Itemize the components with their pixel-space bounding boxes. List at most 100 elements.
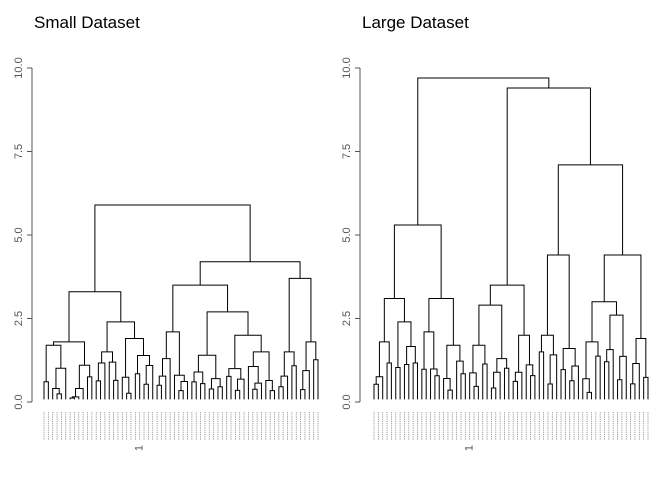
dendrogram-merge: [446, 344, 461, 379]
dendrogram-merge: [165, 331, 180, 376]
dendrogram-merge: [375, 376, 384, 400]
dendrogram-merge: [586, 391, 592, 400]
dendrogram-merge: [490, 387, 497, 400]
dendrogram-merge: [506, 87, 591, 286]
dendrogram-merge: [288, 277, 312, 352]
dendrogram-merge: [430, 368, 438, 400]
dendrogram-merge: [199, 261, 301, 286]
dendrogram-merge: [571, 365, 579, 400]
dendrogram-merge: [591, 301, 617, 342]
dendrogram-merge: [632, 362, 640, 400]
dendrogram-merge: [569, 380, 575, 400]
dendrogram-panel-large: Large Dataset 0.0 2.5 5.0 7.5 10.0 1: [341, 13, 649, 451]
dendrogram-merge: [518, 334, 530, 373]
y-tick-label: 0.0: [13, 394, 25, 409]
dendrogram-merge: [386, 362, 392, 400]
dendrogram-merge: [403, 364, 410, 400]
dendrogram-merge: [493, 371, 501, 400]
dendrogram-merge: [478, 304, 503, 359]
dendrogram-merge: [643, 376, 649, 400]
dendrogram-merge: [630, 383, 636, 400]
dendrogram-merge: [473, 385, 479, 400]
dendrogram-merge: [265, 379, 273, 400]
dendrogram-merge: [113, 379, 119, 400]
dendrogram-merge: [373, 383, 379, 400]
dendrogram-merge: [503, 367, 510, 400]
dendrogram-merge: [619, 355, 627, 400]
dendrogram-merge: [546, 254, 570, 349]
dendrogram-merge: [302, 370, 310, 400]
dendrogram-merge: [121, 376, 130, 400]
dendrogram-merge: [604, 361, 610, 400]
dendrogram-merge: [143, 383, 149, 400]
dendrogram-merge: [406, 346, 416, 365]
dendrogram-merge: [606, 349, 614, 400]
y-tick-label: 7.5: [341, 144, 353, 159]
y-tick-label: 5.0: [13, 227, 25, 242]
dendrogram-merge: [137, 354, 150, 374]
y-tick-label: 5.0: [341, 227, 353, 242]
leaf-labels-small: 1: [43, 412, 319, 451]
y-tick-label: 10.0: [341, 57, 353, 78]
dendrogram-merge: [158, 375, 167, 400]
dendrogram-merge: [428, 297, 454, 346]
dendrogram-merge: [549, 354, 558, 400]
dendrogram-merge: [43, 381, 49, 400]
dendrogram-merge: [55, 367, 67, 400]
dendrogram-merge: [45, 344, 62, 382]
dendrogram-merge: [125, 338, 144, 378]
dendrogram-merge: [283, 351, 295, 377]
dendrogram-merge: [512, 380, 519, 400]
dendrogram-merge: [95, 380, 102, 400]
dendrogram-merge: [191, 381, 197, 400]
dendrogram-merge: [412, 362, 418, 400]
dendrogram-merge: [582, 378, 590, 400]
dendrogram-merge: [206, 311, 249, 356]
dendrogram-merge: [514, 371, 523, 400]
dendrogram-merge: [210, 378, 221, 390]
y-tick-label: 2.5: [13, 311, 25, 326]
dendrogram-merge: [97, 362, 106, 400]
y-tick-label: 7.5: [13, 144, 25, 159]
dendrogram-merge: [395, 367, 401, 400]
dendrogram-panel-small: Small Dataset 0.0 2.5 5.0 7.5 10.0 1: [13, 13, 319, 451]
dendrogram-merge: [393, 224, 442, 299]
dendrogram-merge: [56, 393, 62, 400]
dendrogram-merge: [421, 368, 427, 400]
dendrogram-merge: [482, 363, 488, 400]
dendrogram-merge: [278, 386, 284, 400]
dendrogram-merge: [234, 389, 241, 400]
dendrogram-merge: [106, 321, 136, 352]
dendrogram-merge: [75, 387, 84, 400]
dendrogram-merge: [162, 358, 171, 400]
dendrogram-merge: [108, 361, 117, 400]
dendrogram-merge: [252, 388, 258, 400]
dendrogram-merge: [269, 390, 276, 400]
dendrogram-merge: [101, 351, 113, 363]
dendrogram-merge: [217, 386, 223, 400]
dendrogram-merge: [489, 284, 525, 336]
dendrogram-merge: [383, 297, 405, 342]
dendrogram-merge: [178, 390, 184, 400]
dendrogram-merge: [200, 383, 206, 400]
leaf-label-1: 1: [464, 445, 476, 451]
dendrogram-merge: [434, 375, 440, 400]
dendrogram-merge: [560, 369, 566, 400]
leaf-labels-large: 1: [373, 412, 649, 451]
dendrogram-merge: [86, 376, 93, 400]
panel-title-large: Large Dataset: [362, 13, 469, 32]
dendrogram-merge: [280, 375, 289, 400]
dendrogram-merge: [156, 384, 162, 400]
dendrogram-merge: [547, 383, 553, 400]
dendrogram-merge: [397, 321, 412, 368]
dendrogram-merge: [305, 341, 317, 371]
dendrogram-merge: [126, 392, 132, 400]
dendrogram-merge: [417, 77, 550, 225]
dendrogram-merge: [423, 331, 435, 370]
dendrogram-merge: [443, 377, 451, 400]
y-axis-small: 0.0 2.5 5.0 7.5 10.0: [13, 57, 33, 410]
dendrogram-merge: [530, 375, 536, 400]
dendrogram-merge: [617, 379, 623, 400]
dendrogram-merge: [313, 359, 319, 400]
dendrogram-merge: [71, 396, 80, 400]
